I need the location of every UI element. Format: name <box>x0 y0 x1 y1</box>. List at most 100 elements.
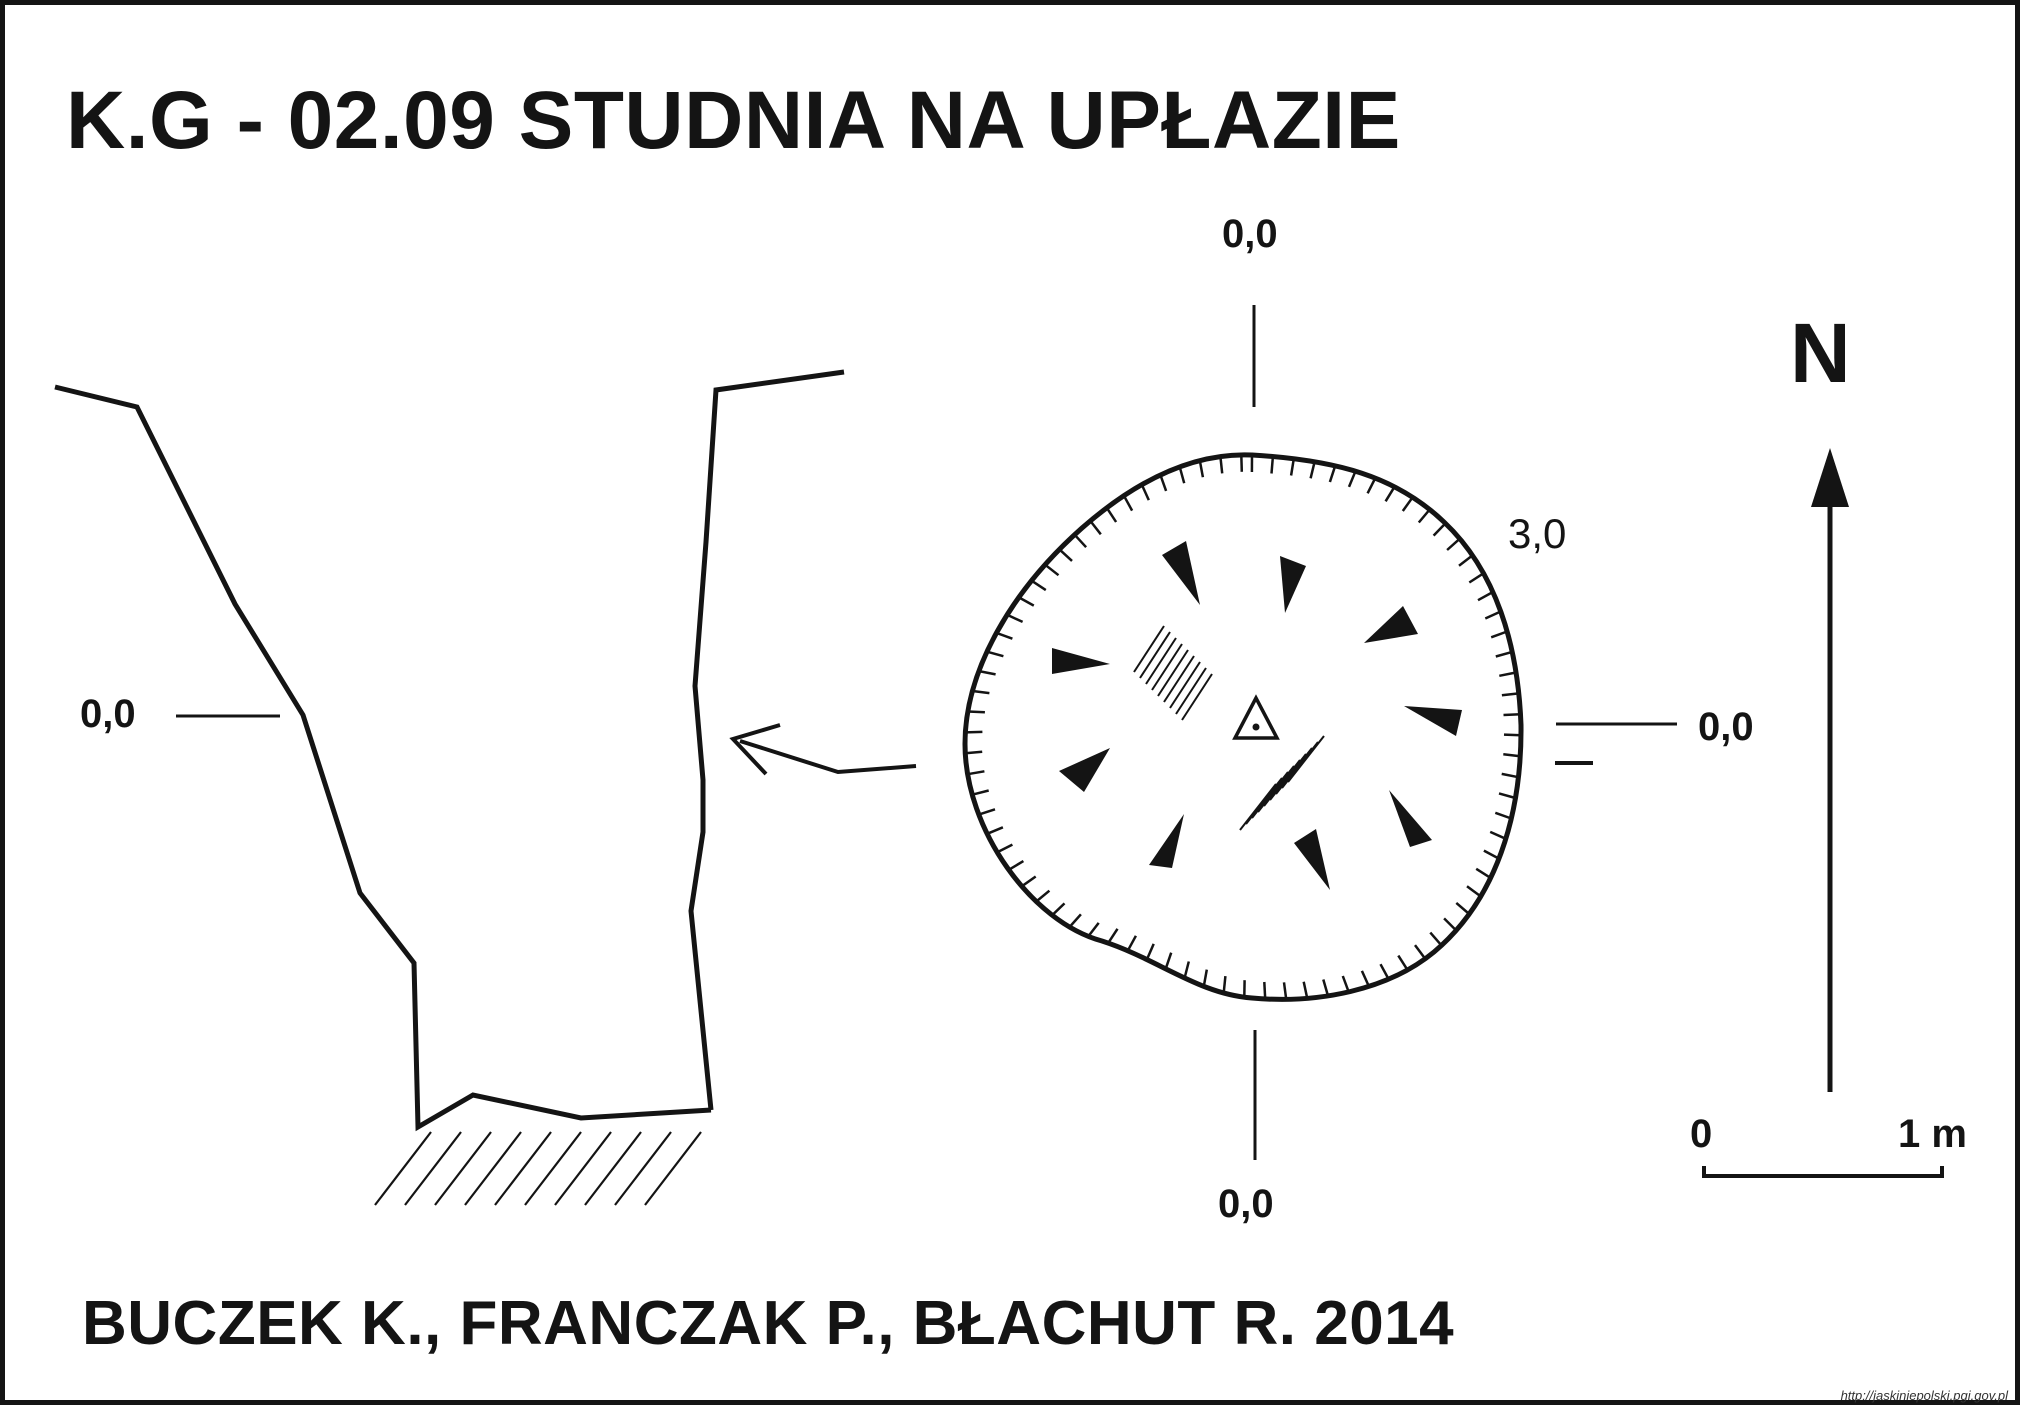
plan-edge-tick <box>1282 982 1288 1000</box>
plan-edge-tick <box>1432 522 1447 537</box>
plan-hatch-line <box>1151 643 1183 691</box>
section-right-wall <box>688 369 845 1111</box>
plan-edge-tick <box>1468 572 1485 584</box>
plan-edge-tick <box>1499 671 1517 678</box>
plan-edge-tick <box>1107 928 1119 944</box>
plan-edge-tick <box>1270 456 1275 474</box>
plan-edge-tick <box>967 770 985 776</box>
plan-edge-tick <box>1006 613 1024 624</box>
plan-edge-tick <box>1021 875 1037 888</box>
floor-hatch-line <box>644 1131 702 1206</box>
plan-edge-tick <box>1035 889 1051 903</box>
plan-hatch-line <box>1251 771 1289 819</box>
plan-edge-tick <box>1489 830 1507 840</box>
survey-point-dot <box>1252 723 1260 731</box>
plan-hatch-line <box>1163 655 1195 703</box>
slope-marker <box>1389 790 1432 847</box>
plan-edge-ticks <box>965 454 1522 1000</box>
plan-hatch-line <box>1145 637 1177 685</box>
scale-start-label: 0 <box>1690 1112 1713 1156</box>
floor-hatch-line <box>374 1131 432 1206</box>
plan-edge-tick <box>1446 537 1461 551</box>
floor-hatch-line <box>584 1131 642 1206</box>
plan-hatch-line <box>1281 741 1319 789</box>
floor-hatch-line <box>404 1131 462 1206</box>
plan-edge-tick <box>1401 496 1414 512</box>
plan-edge-tick <box>1503 713 1521 717</box>
plan-edge-tick <box>1089 520 1102 536</box>
plan-edge-tick <box>1164 952 1173 970</box>
plan-edge-tick <box>1126 935 1137 952</box>
plan-edge-tick <box>1122 495 1134 512</box>
plan-edge-tick <box>1429 931 1443 947</box>
plan-edge-tick <box>1322 979 1330 997</box>
plan-edge-tick <box>1008 860 1025 871</box>
plan-hatch-line <box>1287 735 1325 783</box>
plan-edge-tick <box>1501 692 1519 697</box>
floor-hatch-line <box>614 1131 672 1206</box>
slope-marker <box>1162 541 1200 605</box>
plan-edge-tick <box>1030 579 1047 592</box>
cave-cross-section <box>54 369 845 1132</box>
slope-marker <box>1404 706 1462 736</box>
plan-edge-tick <box>1498 792 1516 800</box>
plan-depth-label: 3,0 <box>1508 510 1567 557</box>
plan-edge-tick <box>1289 458 1296 476</box>
slope-markers <box>1052 541 1462 890</box>
map-title: K.G - 02.09 STUDNIA NA UPŁAZIE <box>66 75 1401 166</box>
plan-edge-tick <box>1347 470 1357 488</box>
plan-edge-tick <box>1503 753 1521 758</box>
plan-edge-tick <box>1341 975 1350 993</box>
plan-edge-tick <box>1087 922 1100 938</box>
slope-marker <box>1052 648 1110 674</box>
plan-hatch-line <box>1133 625 1165 673</box>
plan-edge-tick <box>1360 970 1371 987</box>
plan-edge-tick <box>1018 596 1035 607</box>
plan-edge-tick <box>996 843 1013 854</box>
floor-hatch-line <box>494 1131 552 1206</box>
section-arrow-head <box>729 723 781 776</box>
plan-edge-tick <box>1397 954 1409 971</box>
scale-bar <box>1702 1166 1944 1178</box>
plan-edge-tick <box>1145 943 1155 960</box>
scale-end-label: 1 m <box>1898 1112 1967 1156</box>
plan-hatch-line <box>1175 667 1207 715</box>
plan-edge-tick <box>1455 901 1471 915</box>
plan-edge-tick <box>1490 630 1508 639</box>
plan-edge-tick <box>972 689 990 695</box>
plan-hatch-line <box>1269 753 1307 801</box>
plan-hatch-line <box>1263 759 1301 807</box>
plan-edge-tick <box>978 808 996 816</box>
plan-hatch-line <box>1245 777 1283 825</box>
plan-edge-tick <box>1240 454 1244 472</box>
plan-edge-tick <box>1159 474 1168 492</box>
slope-marker <box>1059 748 1110 792</box>
plan-edge-tick <box>1413 944 1427 960</box>
plan-edge-tick <box>971 789 990 796</box>
plan-edge-tick <box>978 669 996 676</box>
plan-hatch-line <box>1169 661 1201 709</box>
section-left-wall <box>54 384 712 1132</box>
plan-hatch-line <box>1139 631 1171 679</box>
north-label: N <box>1790 306 1851 400</box>
plan-hatching <box>1133 625 1325 831</box>
slope-marker <box>1364 606 1418 643</box>
plan-edge-tick <box>1328 465 1337 483</box>
cave-plan-outline <box>962 452 1524 1002</box>
plan-edge-tick <box>996 631 1013 640</box>
plan-edge-tick <box>1477 590 1494 602</box>
map-authors: BUCZEK K., FRANCZAK P., BŁACHUT R. 2014 <box>82 1289 1455 1358</box>
section-label-left: 0,0 <box>80 692 136 736</box>
plan-edge-tick <box>1198 460 1205 478</box>
slope-marker <box>1149 814 1184 868</box>
plan-hatch-line <box>1275 747 1313 795</box>
slope-marker <box>1294 829 1330 890</box>
plan-edge-tick <box>1263 981 1267 999</box>
plan-hatch-line <box>1257 765 1295 813</box>
plan-edge-tick <box>1483 849 1500 860</box>
plan-edge-tick <box>1458 554 1474 567</box>
floor-hatch-line <box>464 1131 522 1206</box>
plan-edge-tick <box>1443 917 1457 932</box>
